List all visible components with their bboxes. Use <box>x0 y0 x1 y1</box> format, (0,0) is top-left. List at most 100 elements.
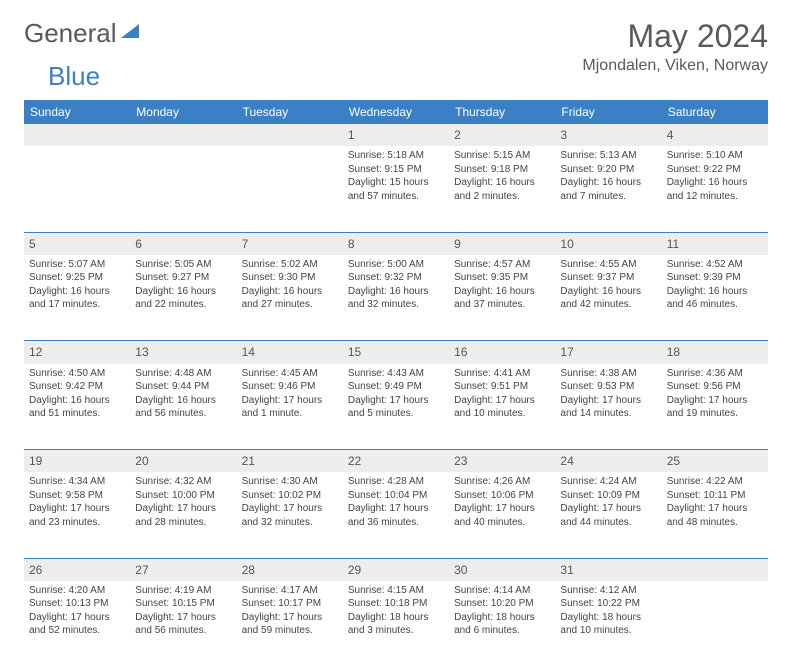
sunrise-text: Sunrise: 4:19 AM <box>135 584 231 598</box>
day-number: 15 <box>343 341 449 364</box>
weekday-header: Wednesday <box>343 100 449 124</box>
daylight-text: Daylight: 17 hours and 1 minute. <box>242 394 338 421</box>
day-number: 14 <box>237 341 343 364</box>
sunrise-text: Sunrise: 4:57 AM <box>454 258 550 272</box>
sunrise-text: Sunrise: 4:50 AM <box>29 367 125 381</box>
calendar-head: SundayMondayTuesdayWednesdayThursdayFrid… <box>24 100 768 124</box>
day-number: 22 <box>343 450 449 473</box>
day-cell: Sunrise: 5:18 AMSunset: 9:15 PMDaylight:… <box>343 146 449 232</box>
day-cell: Sunrise: 4:50 AMSunset: 9:42 PMDaylight:… <box>24 364 130 450</box>
daylight-text: Daylight: 17 hours and 23 minutes. <box>29 502 125 529</box>
daylight-text: Daylight: 17 hours and 28 minutes. <box>135 502 231 529</box>
day-number: 3 <box>555 124 661 146</box>
day-number <box>24 124 130 146</box>
day-cell <box>130 146 236 232</box>
day-number: 12 <box>24 341 130 364</box>
daylight-text: Daylight: 17 hours and 56 minutes. <box>135 611 231 638</box>
sunset-text: Sunset: 10:15 PM <box>135 597 231 611</box>
day-number <box>130 124 236 146</box>
sunrise-text: Sunrise: 5:18 AM <box>348 149 444 163</box>
day-cell: Sunrise: 5:15 AMSunset: 9:18 PMDaylight:… <box>449 146 555 232</box>
page-title: May 2024 <box>582 18 768 55</box>
sunrise-text: Sunrise: 4:17 AM <box>242 584 338 598</box>
sunrise-text: Sunrise: 5:15 AM <box>454 149 550 163</box>
sunset-text: Sunset: 9:49 PM <box>348 380 444 394</box>
day-number: 24 <box>555 450 661 473</box>
day-number: 13 <box>130 341 236 364</box>
daylight-text: Daylight: 15 hours and 57 minutes. <box>348 176 444 203</box>
day-cell: Sunrise: 4:52 AMSunset: 9:39 PMDaylight:… <box>662 255 768 341</box>
day-number: 5 <box>24 232 130 255</box>
sunrise-text: Sunrise: 4:14 AM <box>454 584 550 598</box>
week-row: Sunrise: 5:07 AMSunset: 9:25 PM Daylight:… <box>24 255 768 341</box>
day-cell: Sunrise: 4:57 AMSunset: 9:35 PMDaylight:… <box>449 255 555 341</box>
sunrise-text: Sunrise: 5:00 AM <box>348 258 444 272</box>
brand-name-b: Blue <box>48 61 100 91</box>
weekday-header: Tuesday <box>237 100 343 124</box>
day-cell: Sunrise: 4:32 AMSunset: 10:00 PMDaylight… <box>130 472 236 558</box>
daylight-text: Daylight: 16 hours and 12 minutes. <box>667 176 763 203</box>
day-cell <box>24 146 130 232</box>
sunset-text: Sunset: 9:32 PM <box>348 271 444 285</box>
title-block: May 2024 Mjondalen, Viken, Norway <box>582 18 768 75</box>
sunset-text: Sunset: 9:30 PM <box>242 271 338 285</box>
sunset-text: Sunset: 9:39 PM <box>667 271 763 285</box>
sunset-text: Sunset: 9:53 PM <box>560 380 656 394</box>
sunrise-text: Sunrise: 4:52 AM <box>667 258 763 272</box>
day-cell: Sunrise: 4:20 AMSunset: 10:13 PMDaylight… <box>24 581 130 667</box>
day-cell: Sunrise: 4:26 AMSunset: 10:06 PMDaylight… <box>449 472 555 558</box>
daylight-text: Daylight: 16 hours and 46 minutes. <box>667 285 763 312</box>
sunset-text: Sunset: 9:37 PM <box>560 271 656 285</box>
daylight-text: Daylight: 16 hours and 51 minutes. <box>29 394 125 421</box>
day-cell: Sunrise: 4:43 AMSunset: 9:49 PMDaylight:… <box>343 364 449 450</box>
day-number: 21 <box>237 450 343 473</box>
day-number: 27 <box>130 558 236 581</box>
day-cell: Sunrise: 5:02 AMSunset: 9:30 PMDaylight:… <box>237 255 343 341</box>
sunrise-text: Sunrise: 4:26 AM <box>454 475 550 489</box>
sunrise-text: Sunrise: 4:43 AM <box>348 367 444 381</box>
weekday-header: Sunday <box>24 100 130 124</box>
day-cell: Sunrise: 4:22 AMSunset: 10:11 PMDaylight… <box>662 472 768 558</box>
sunrise-text: Sunrise: 5:07 AM <box>29 258 125 272</box>
day-number: 19 <box>24 450 130 473</box>
sunrise-text: Sunrise: 4:34 AM <box>29 475 125 489</box>
daylight-text: Daylight: 17 hours and 14 minutes. <box>560 394 656 421</box>
brand-name-a: General <box>24 18 117 49</box>
sunrise-text: Sunrise: 4:48 AM <box>135 367 231 381</box>
daylight-text: Daylight: 18 hours and 6 minutes. <box>454 611 550 638</box>
day-cell: Sunrise: 4:48 AMSunset: 9:44 PMDaylight:… <box>130 364 236 450</box>
day-cell: Sunrise: 5:10 AMSunset: 9:22 PMDaylight:… <box>662 146 768 232</box>
sunset-text: Sunset: 9:46 PM <box>242 380 338 394</box>
sunset-text: Sunset: 9:25 PM <box>29 271 125 285</box>
day-number: 25 <box>662 450 768 473</box>
day-cell: Sunrise: 4:41 AMSunset: 9:51 PMDaylight:… <box>449 364 555 450</box>
daylight-text: Daylight: 16 hours and 32 minutes. <box>348 285 444 312</box>
sunrise-text: Sunrise: 4:12 AM <box>560 584 656 598</box>
day-number: 1 <box>343 124 449 146</box>
sunrise-text: Sunrise: 5:05 AM <box>135 258 231 272</box>
day-cell: Sunrise: 5:07 AMSunset: 9:25 PMDaylight:… <box>24 255 130 341</box>
day-number: 26 <box>24 558 130 581</box>
sunset-text: Sunset: 9:51 PM <box>454 380 550 394</box>
day-number: 17 <box>555 341 661 364</box>
sunrise-text: Sunrise: 4:30 AM <box>242 475 338 489</box>
calendar-body: 12 34 Sunrise: 5:18 AMSunset: 9:15 PMDayli… <box>24 124 768 667</box>
sunset-text: Sunset: 9:35 PM <box>454 271 550 285</box>
week-row: Sunrise: 4:50 AMSunset: 9:42 PMDaylight:… <box>24 364 768 450</box>
day-number <box>237 124 343 146</box>
day-number: 20 <box>130 450 236 473</box>
day-cell: Sunrise: 4:17 AMSunset: 10:17 PMDaylight… <box>237 581 343 667</box>
day-number: 9 <box>449 232 555 255</box>
daylight-text: Daylight: 17 hours and 59 minutes. <box>242 611 338 638</box>
day-number: 4 <box>662 124 768 146</box>
weekday-header: Monday <box>130 100 236 124</box>
sunset-text: Sunset: 10:17 PM <box>242 597 338 611</box>
day-number: 18 <box>662 341 768 364</box>
day-number: 29 <box>343 558 449 581</box>
sunrise-text: Sunrise: 5:10 AM <box>667 149 763 163</box>
day-cell: Sunrise: 4:36 AMSunset: 9:56 PMDaylight:… <box>662 364 768 450</box>
weekday-row: SundayMondayTuesdayWednesdayThursdayFrid… <box>24 100 768 124</box>
sunrise-text: Sunrise: 4:38 AM <box>560 367 656 381</box>
day-number: 10 <box>555 232 661 255</box>
sunset-text: Sunset: 10:00 PM <box>135 489 231 503</box>
